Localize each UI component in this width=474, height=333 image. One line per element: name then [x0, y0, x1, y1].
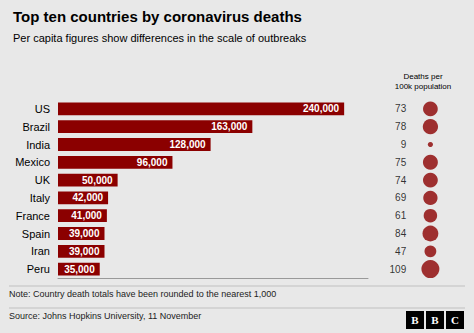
svg-text:240,000: 240,000	[303, 103, 340, 114]
svg-text:Top ten countries by coronavir: Top ten countries by coronavirus deaths	[13, 8, 302, 25]
svg-text:Brazil: Brazil	[22, 121, 50, 133]
svg-text:42,000: 42,000	[72, 192, 103, 203]
svg-text:50,000: 50,000	[82, 175, 113, 186]
svg-text:47: 47	[395, 246, 407, 257]
svg-text:B: B	[411, 314, 419, 326]
svg-text:Per capita figures show differ: Per capita figures show differences in t…	[13, 32, 307, 44]
svg-text:Peru: Peru	[27, 263, 50, 275]
svg-text:35,000: 35,000	[64, 264, 95, 275]
svg-text:69: 69	[395, 192, 407, 203]
svg-text:39,000: 39,000	[69, 228, 100, 239]
svg-text:78: 78	[395, 121, 407, 132]
svg-text:Italy: Italy	[30, 192, 51, 204]
svg-text:9: 9	[401, 139, 407, 150]
svg-text:Spain: Spain	[22, 228, 50, 240]
svg-text:C: C	[451, 314, 459, 326]
svg-text:73: 73	[395, 103, 407, 114]
svg-text:96,000: 96,000	[137, 157, 168, 168]
svg-text:39,000: 39,000	[69, 246, 100, 257]
svg-text:Mexico: Mexico	[15, 156, 50, 168]
svg-text:Note: Country death totals hav: Note: Country death totals have been rou…	[9, 289, 276, 299]
svg-text:B: B	[431, 314, 439, 326]
svg-text:France: France	[16, 210, 50, 222]
svg-text:163,000: 163,000	[211, 121, 248, 132]
svg-text:Deaths per: Deaths per	[403, 72, 442, 81]
svg-text:100k population: 100k population	[395, 82, 452, 91]
svg-text:75: 75	[395, 157, 407, 168]
svg-text:109: 109	[390, 264, 407, 275]
svg-text:US: US	[35, 103, 50, 115]
svg-text:61: 61	[395, 210, 407, 221]
svg-text:41,000: 41,000	[71, 210, 102, 221]
svg-text:84: 84	[395, 228, 407, 239]
svg-text:Iran: Iran	[31, 245, 50, 257]
svg-text:74: 74	[395, 175, 407, 186]
svg-text:UK: UK	[35, 174, 51, 186]
svg-text:Source: Johns Hopkins Universi: Source: Johns Hopkins University, 11 Nov…	[9, 311, 201, 321]
svg-text:India: India	[26, 139, 51, 151]
svg-text:128,000: 128,000	[169, 139, 206, 150]
